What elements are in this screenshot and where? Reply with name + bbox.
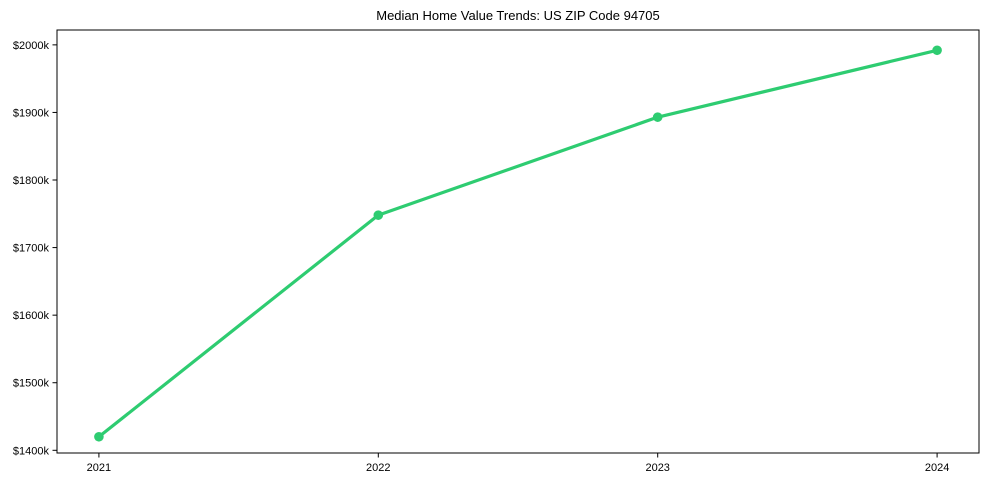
y-tick-label: $1900k	[13, 107, 50, 119]
trend-line	[97, 48, 939, 439]
data-point-2021	[94, 431, 104, 442]
x-tick-label: 2024	[925, 462, 949, 474]
plot-border	[56, 29, 980, 454]
y-tick-label: $1500k	[13, 378, 50, 390]
x-tick-label: 2021	[87, 462, 111, 474]
chart-title: Median Home Value Trends: US ZIP Code 94…	[376, 8, 660, 23]
y-tick-label: $1800k	[13, 175, 50, 187]
y-tick-label: $1600k	[13, 310, 50, 322]
y-tick-label: $1400k	[13, 445, 50, 457]
x-tick-label: 2022	[366, 462, 390, 474]
data-point-2023	[652, 112, 663, 122]
y-tick-label: $2000k	[13, 40, 50, 52]
y-tick-label: $1700k	[13, 243, 50, 255]
x-tick-label: 2023	[645, 462, 669, 474]
data-point-2022	[373, 210, 384, 220]
data-point-2024	[932, 45, 942, 56]
